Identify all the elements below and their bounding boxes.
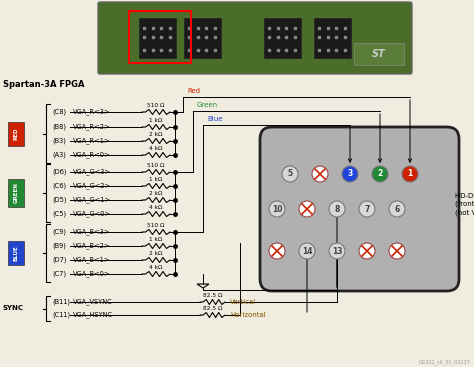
Text: VGA_G<3>: VGA_G<3> xyxy=(73,168,111,175)
Text: (C11): (C11) xyxy=(52,312,70,318)
Text: (A3): (A3) xyxy=(52,152,66,158)
Text: VGA_R<3>: VGA_R<3> xyxy=(73,109,110,115)
Text: SYNC: SYNC xyxy=(3,305,24,312)
Circle shape xyxy=(359,201,375,217)
Text: 510 Ω: 510 Ω xyxy=(147,163,165,168)
Text: 2 kΩ: 2 kΩ xyxy=(149,132,163,137)
FancyBboxPatch shape xyxy=(354,43,404,65)
Text: VGA_HSYNC: VGA_HSYNC xyxy=(73,312,113,319)
Text: VGA_VSYNC: VGA_VSYNC xyxy=(73,299,113,305)
Text: (B8): (B8) xyxy=(52,124,66,130)
Circle shape xyxy=(299,201,315,217)
Text: VGA_G<0>: VGA_G<0> xyxy=(73,211,111,217)
Text: Green: Green xyxy=(197,102,218,108)
Text: 1 kΩ: 1 kΩ xyxy=(149,237,163,242)
Text: (D6): (D6) xyxy=(52,169,66,175)
Circle shape xyxy=(372,166,388,182)
Text: Spartan-3A FPGA: Spartan-3A FPGA xyxy=(3,80,84,89)
Text: GREEN: GREEN xyxy=(13,182,18,203)
Text: 1 kΩ: 1 kΩ xyxy=(149,177,163,182)
FancyBboxPatch shape xyxy=(314,18,351,58)
Text: (C5): (C5) xyxy=(52,211,66,217)
Text: 8: 8 xyxy=(334,204,340,214)
Text: VGA_B<1>: VGA_B<1> xyxy=(73,257,110,264)
Text: 3: 3 xyxy=(347,170,353,178)
Circle shape xyxy=(342,166,358,182)
Text: 7: 7 xyxy=(365,204,370,214)
Text: VGA_G<1>: VGA_G<1> xyxy=(73,197,111,203)
FancyBboxPatch shape xyxy=(264,18,301,58)
Text: (B11): (B11) xyxy=(52,299,70,305)
Text: 2 kΩ: 2 kΩ xyxy=(149,251,163,256)
Circle shape xyxy=(312,166,328,182)
Text: 6: 6 xyxy=(394,204,400,214)
Circle shape xyxy=(329,243,345,259)
Text: 5: 5 xyxy=(287,170,292,178)
Text: (C7): (C7) xyxy=(52,271,66,277)
Circle shape xyxy=(389,201,405,217)
Circle shape xyxy=(329,201,345,217)
Text: VGA_R<2>: VGA_R<2> xyxy=(73,124,110,130)
Text: RED: RED xyxy=(13,127,18,140)
Text: 10: 10 xyxy=(272,204,282,214)
Circle shape xyxy=(359,243,375,259)
Text: BLUE: BLUE xyxy=(13,245,18,261)
Text: Horizontal: Horizontal xyxy=(230,312,266,318)
Text: ST: ST xyxy=(372,49,386,59)
FancyBboxPatch shape xyxy=(139,18,176,58)
Text: (C9): (C9) xyxy=(52,229,66,235)
Text: UG331_c6_01_03237: UG331_c6_01_03237 xyxy=(418,359,470,365)
Text: (B9): (B9) xyxy=(52,243,66,249)
Text: Vertical: Vertical xyxy=(230,299,256,305)
Text: (C6): (C6) xyxy=(52,183,66,189)
Text: VGA_B<3>: VGA_B<3> xyxy=(73,229,110,235)
Text: 14: 14 xyxy=(302,247,312,255)
Text: (B3): (B3) xyxy=(52,138,66,144)
Text: 4 kΩ: 4 kΩ xyxy=(149,146,163,151)
Text: 510 Ω: 510 Ω xyxy=(147,223,165,228)
FancyBboxPatch shape xyxy=(260,127,459,291)
Text: VGA_B<2>: VGA_B<2> xyxy=(73,243,110,249)
Text: Blue: Blue xyxy=(207,116,222,122)
Text: 510 Ω: 510 Ω xyxy=(147,103,165,108)
Text: 1: 1 xyxy=(407,170,413,178)
Text: 2 kΩ: 2 kΩ xyxy=(149,191,163,196)
Circle shape xyxy=(389,243,405,259)
FancyBboxPatch shape xyxy=(184,18,221,58)
Text: (D5): (D5) xyxy=(52,197,66,203)
Text: (D7): (D7) xyxy=(52,257,66,263)
Text: (C8): (C8) xyxy=(52,109,66,115)
Text: 82.5 Ω: 82.5 Ω xyxy=(203,293,222,298)
Text: VGA_B<0>: VGA_B<0> xyxy=(73,270,110,277)
Circle shape xyxy=(269,243,285,259)
Text: Red: Red xyxy=(187,88,200,94)
Circle shape xyxy=(402,166,418,182)
Text: VGA_R<1>: VGA_R<1> xyxy=(73,138,110,144)
Circle shape xyxy=(269,201,285,217)
FancyBboxPatch shape xyxy=(8,121,24,145)
Text: 2: 2 xyxy=(377,170,383,178)
Text: 4 kΩ: 4 kΩ xyxy=(149,265,163,270)
Text: 4 kΩ: 4 kΩ xyxy=(149,205,163,210)
Circle shape xyxy=(299,243,315,259)
FancyBboxPatch shape xyxy=(8,179,24,207)
FancyBboxPatch shape xyxy=(98,2,412,74)
Text: VGA_G<2>: VGA_G<2> xyxy=(73,183,111,189)
Text: HD-DB15 VGA Connector
(front view)
(not VGA cable): HD-DB15 VGA Connector (front view) (not … xyxy=(455,193,474,215)
Text: 13: 13 xyxy=(332,247,342,255)
Circle shape xyxy=(282,166,298,182)
Text: 82.5 Ω: 82.5 Ω xyxy=(203,306,222,311)
Text: 1 kΩ: 1 kΩ xyxy=(149,118,163,123)
Text: VGA_R<0>: VGA_R<0> xyxy=(73,152,110,159)
FancyBboxPatch shape xyxy=(8,241,24,265)
